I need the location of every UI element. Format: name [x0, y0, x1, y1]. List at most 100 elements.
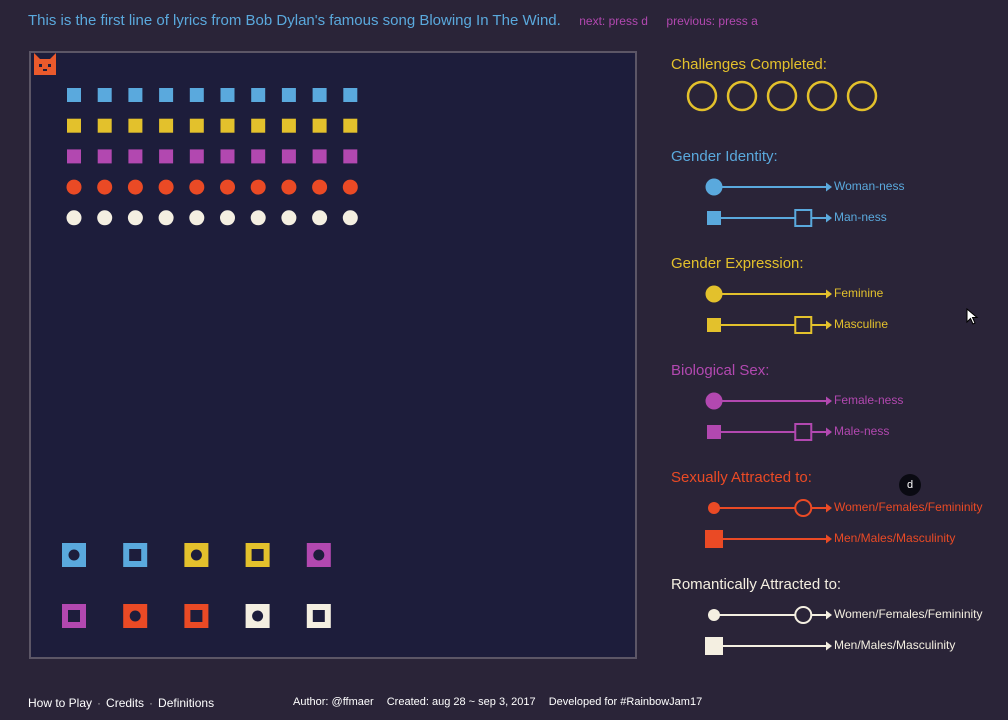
grid-square-purple — [189, 149, 204, 164]
slider-handle[interactable] — [705, 636, 723, 655]
grid-square-yellow — [189, 118, 204, 133]
spectrum-row[interactable]: Female-ness — [701, 391, 1008, 411]
grid-circle-red — [312, 179, 328, 195]
spectrum-slider[interactable] — [701, 208, 833, 228]
spectrum-row[interactable]: Women/Females/Femininity — [701, 498, 1008, 518]
grid-circle-white — [250, 210, 266, 226]
challenge-circle — [766, 80, 798, 112]
token-white-circle[interactable] — [245, 604, 270, 628]
slider-handle[interactable] — [705, 285, 723, 303]
grid-square-blue — [220, 88, 235, 102]
grid-circle-white — [127, 210, 143, 226]
token-white-square[interactable] — [306, 604, 331, 628]
grid-square-yellow — [128, 118, 143, 133]
grid-square-yellow — [312, 118, 327, 133]
spectrum-slider[interactable] — [701, 498, 833, 518]
token-blue-circle[interactable] — [62, 543, 86, 567]
grid-circle-red — [220, 179, 235, 195]
grid-circle-red — [281, 179, 297, 195]
key-hint-badge: d — [899, 474, 921, 496]
grid-square-purple — [128, 149, 143, 164]
grid-square-yellow — [251, 118, 266, 133]
section-title: Gender Identity: — [671, 148, 778, 165]
grid-square-blue — [281, 88, 296, 102]
section-title: Gender Expression: — [671, 255, 804, 272]
section-title: Sexually Attracted to: — [671, 469, 812, 486]
target-marker — [794, 208, 813, 227]
created-text: Created: aug 28 ~ sep 3, 2017 — [386, 696, 536, 708]
grid-square-purple — [312, 149, 327, 164]
token-purple-square[interactable] — [62, 604, 86, 628]
grid-square-yellow — [281, 118, 296, 133]
how-to-play-link[interactable]: How to Play — [28, 696, 93, 710]
slider-handle[interactable] — [708, 502, 720, 514]
spectrum-slider[interactable] — [701, 177, 833, 197]
spectrum-label: Masculine — [834, 316, 889, 331]
grid-square-purple — [343, 149, 358, 164]
spectrum-row[interactable]: Man-ness — [701, 208, 1008, 228]
spectrum-row[interactable]: Masculine — [701, 315, 1008, 335]
token-purple-circle[interactable] — [306, 543, 331, 567]
spectrum-slider[interactable] — [701, 284, 833, 304]
token-yellow-square[interactable] — [245, 543, 270, 567]
spectrum-row[interactable]: Men/Males/Masculinity — [701, 529, 1008, 549]
credits-link[interactable]: Credits — [106, 696, 145, 710]
lyric-text: This is the first line of lyrics from Bo… — [28, 12, 561, 29]
challenge-circle — [846, 80, 878, 112]
spectrum-row[interactable]: Feminine — [701, 284, 1008, 304]
spectrum-row[interactable]: Woman-ness — [701, 177, 1008, 197]
cat-icon — [34, 53, 56, 75]
token-yellow-circle[interactable] — [184, 543, 209, 567]
grid-circle-red — [342, 179, 358, 195]
spectrum-slider[interactable] — [701, 529, 833, 549]
challenge-circle — [806, 80, 838, 112]
spectrum-label: Women/Females/Femininity — [834, 500, 983, 514]
slider-handle[interactable] — [707, 317, 721, 332]
game-board[interactable] — [29, 51, 637, 659]
footer-info: Author: @ffmaer Created: aug 28 ~ sep 3,… — [293, 696, 702, 708]
separator: · — [149, 696, 154, 710]
spectrum-slider[interactable] — [701, 636, 833, 656]
slider-handle[interactable] — [707, 424, 721, 439]
token-red-circle[interactable] — [123, 604, 148, 628]
slider-handle[interactable] — [707, 210, 721, 225]
grid-circle-white — [220, 210, 235, 226]
token-red-square[interactable] — [184, 604, 209, 628]
slider-handle[interactable] — [708, 609, 720, 621]
grid-square-blue — [97, 88, 112, 102]
grid-square-blue — [159, 88, 174, 102]
slider-handle[interactable] — [705, 392, 723, 410]
spectrum-label: Male-ness — [834, 423, 890, 438]
grid-circle-red — [158, 179, 174, 195]
slider-handle[interactable] — [705, 178, 723, 196]
spectrum-slider[interactable] — [701, 422, 833, 442]
spectrum-row[interactable]: Men/Males/Masculinity — [701, 636, 1008, 656]
spectrum-slider[interactable] — [701, 315, 833, 335]
challenge-circle — [686, 80, 718, 112]
challenges-title: Challenges Completed: — [671, 56, 827, 73]
target-marker — [794, 315, 813, 334]
grid-square-yellow — [343, 118, 358, 133]
grid-square-purple — [220, 149, 235, 164]
spectrum-slider[interactable] — [701, 605, 833, 625]
grid-circle-red — [66, 179, 82, 195]
grid-circle-white — [281, 210, 297, 226]
board-canvas — [34, 53, 358, 628]
spectrum-slider[interactable] — [701, 391, 833, 411]
spectrum-row[interactable]: Male-ness — [701, 422, 1008, 442]
grid-square-purple — [97, 149, 112, 164]
grid-circle-red — [189, 179, 205, 195]
token-blue-square[interactable] — [123, 543, 148, 567]
spectrum-row[interactable]: Women/Females/Femininity — [701, 605, 1008, 625]
definitions-link[interactable]: Definitions — [158, 696, 215, 710]
section-title: Biological Sex: — [671, 362, 770, 379]
mouse-cursor-icon — [966, 308, 979, 325]
challenge-circle — [726, 80, 758, 112]
target-marker — [794, 606, 813, 624]
grid-square-blue — [128, 88, 143, 102]
slider-handle[interactable] — [705, 529, 723, 548]
grid-circle-white — [342, 210, 358, 226]
target-marker — [794, 422, 813, 441]
section-title: Romantically Attracted to: — [671, 576, 842, 593]
separator: · — [97, 696, 102, 710]
